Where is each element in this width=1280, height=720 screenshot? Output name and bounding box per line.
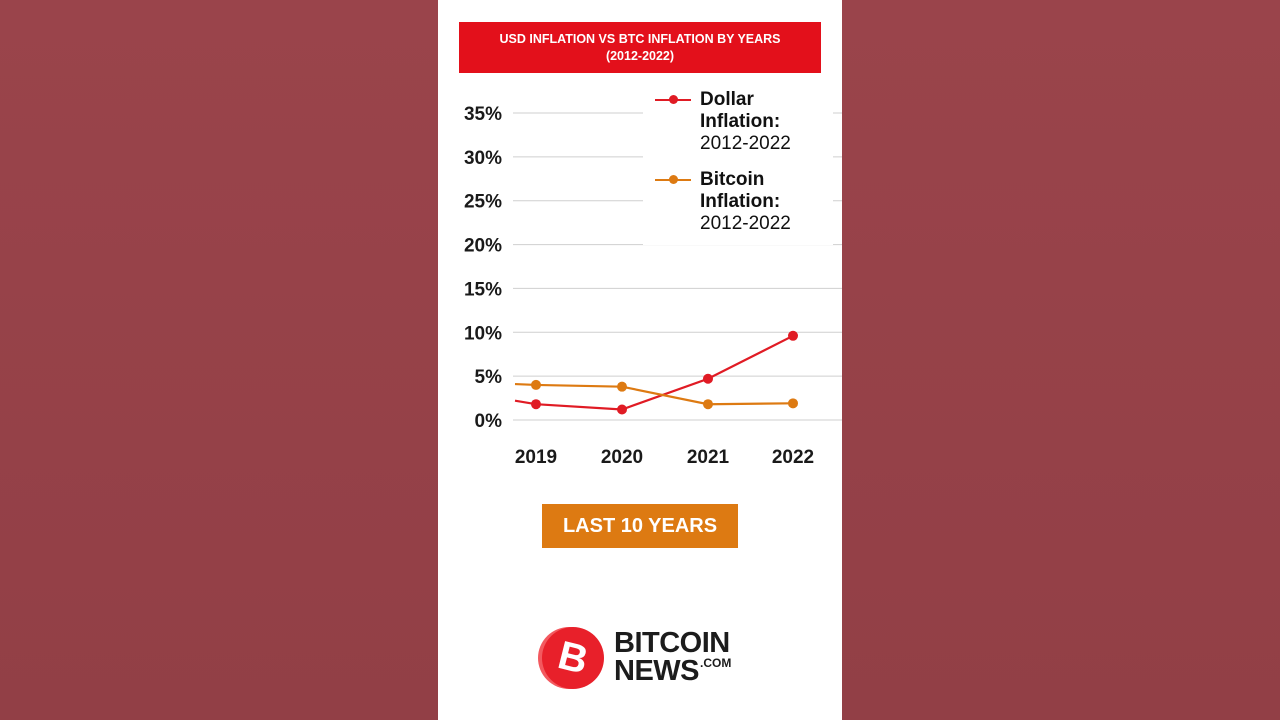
data-point — [703, 373, 713, 384]
legend-range-dollar: 2012-2022 — [700, 133, 791, 154]
bitcoin-symbol: B — [553, 632, 593, 683]
series-line-1 — [514, 382, 794, 406]
data-point — [617, 404, 627, 415]
title-line-2: (2012-2022) — [605, 48, 675, 63]
logo-word-news: NEWS — [614, 655, 700, 687]
y-tick-label: 20% — [464, 236, 502, 257]
title-banner: USD INFLATION VS BTC INFLATION BY YEARS … — [459, 22, 821, 73]
logo-word-bitcoin: BITCOIN — [614, 627, 730, 659]
legend-swatch-bitcoin — [655, 175, 691, 184]
data-point — [703, 399, 713, 410]
data-point — [531, 379, 541, 390]
y-tick-label: 10% — [464, 323, 502, 344]
data-point — [617, 381, 627, 392]
x-tick-label: 2022 — [772, 447, 814, 468]
title-line-1: USD INFLATION VS BTC INFLATION BY YEARS — [499, 31, 781, 46]
y-tick-label: 5% — [475, 367, 503, 388]
legend-range-bitcoin: 2012-2022 — [700, 213, 791, 234]
bitcoin-logo-icon — [542, 627, 604, 689]
data-point — [788, 398, 798, 409]
bitcoinnews-logo: B BITCOIN NEWS .COM — [538, 625, 748, 690]
last-10-years-button[interactable]: LAST 10 YEARS — [542, 504, 738, 548]
y-tick-label: 15% — [464, 279, 502, 300]
content-panel: USD INFLATION VS BTC INFLATION BY YEARS … — [438, 0, 842, 720]
background-left — [0, 0, 438, 720]
legend-item-dollar: Dollar Inflation: 2012-2022 — [643, 85, 833, 165]
x-tick-label: 2019 — [515, 447, 557, 468]
legend-label-dollar: Dollar Inflation: — [700, 89, 781, 132]
data-point — [788, 330, 798, 341]
y-tick-label: 30% — [464, 148, 502, 169]
legend-swatch-dollar — [655, 95, 691, 104]
data-point — [531, 399, 541, 410]
logo-suffix-com: .COM — [700, 656, 732, 670]
x-tick-label: 2020 — [601, 447, 643, 468]
y-tick-label: 0% — [475, 411, 503, 432]
legend-item-bitcoin: Bitcoin Inflation: 2012-2022 — [643, 165, 833, 245]
legend-label-bitcoin: Bitcoin Inflation: — [700, 169, 781, 212]
background-right — [842, 0, 1280, 720]
x-tick-label: 2021 — [687, 447, 730, 468]
y-tick-label: 25% — [464, 192, 502, 213]
series-line-0 — [514, 334, 794, 411]
legend: Dollar Inflation: 2012-2022 Bitcoin Infl… — [643, 85, 833, 245]
y-tick-label: 35% — [464, 104, 502, 125]
